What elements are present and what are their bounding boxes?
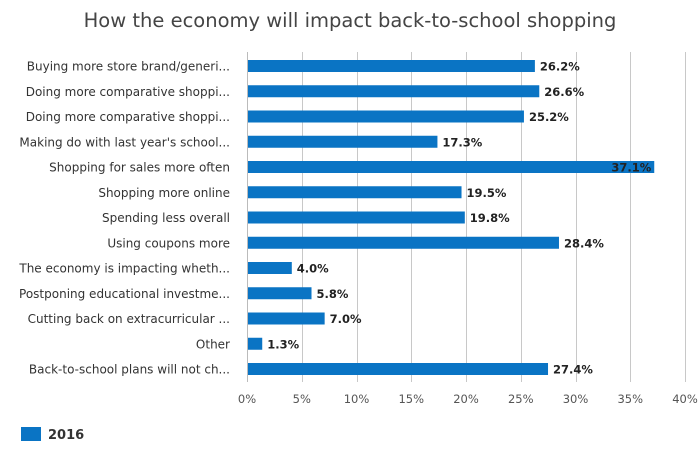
category-label: Doing more comparative shoppi... bbox=[26, 85, 230, 99]
category-label: Making do with last year's school... bbox=[19, 135, 230, 149]
x-tick-label: 20% bbox=[453, 392, 479, 406]
legend-label-2016[interactable]: 2016 bbox=[48, 428, 84, 443]
bar[interactable] bbox=[248, 211, 465, 224]
bar[interactable] bbox=[248, 85, 540, 98]
bar[interactable] bbox=[248, 312, 325, 325]
data-label: 17.3% bbox=[442, 135, 482, 149]
category-label: Postponing educational investme... bbox=[19, 287, 230, 301]
bar[interactable] bbox=[248, 161, 655, 173]
bar[interactable] bbox=[248, 262, 292, 274]
x-tick-label: 15% bbox=[398, 392, 424, 406]
bar[interactable] bbox=[248, 337, 263, 350]
x-tick-label: 10% bbox=[344, 392, 370, 406]
bar[interactable] bbox=[248, 363, 549, 375]
x-axis-tick-labels: 0% 5% 10% 15% 20% 25% 30% 35% 40% bbox=[238, 392, 698, 406]
data-label: 27.4% bbox=[553, 363, 593, 377]
category-label: The economy is impacting wheth... bbox=[18, 262, 230, 276]
category-label: Using coupons more bbox=[107, 236, 230, 250]
chart-title: How the economy will impact back-to-scho… bbox=[84, 9, 617, 32]
data-label: 4.0% bbox=[297, 262, 329, 276]
x-tick-label: 25% bbox=[508, 392, 534, 406]
x-tick-label: 0% bbox=[238, 392, 256, 406]
data-label: 19.8% bbox=[470, 211, 510, 225]
category-label: Doing more comparative shoppi... bbox=[26, 110, 230, 124]
category-label: Back-to-school plans will not ch... bbox=[29, 363, 230, 377]
data-label: 19.5% bbox=[467, 186, 507, 200]
bar[interactable] bbox=[248, 236, 559, 249]
bar[interactable] bbox=[248, 287, 312, 300]
category-label: Other bbox=[196, 337, 230, 351]
data-label: 5.8% bbox=[317, 287, 349, 301]
data-label: 28.4% bbox=[564, 236, 604, 250]
x-tick-label: 30% bbox=[563, 392, 589, 406]
category-labels: Buying more store brand/generi... Doing m… bbox=[18, 60, 230, 377]
value-labels: 26.2% 26.6% 25.2% 17.3% 37.1% 19.5% 19.8% 28.4%… bbox=[267, 60, 651, 377]
legend-swatch-2016[interactable] bbox=[21, 427, 41, 441]
category-label: Buying more store brand/generi... bbox=[27, 60, 230, 74]
category-label: Cutting back on extracurricular ... bbox=[28, 312, 230, 326]
bar[interactable] bbox=[248, 110, 524, 123]
data-label: 25.2% bbox=[529, 110, 569, 124]
bar[interactable] bbox=[248, 135, 438, 148]
x-tick-label: 35% bbox=[617, 392, 643, 406]
data-label: 26.2% bbox=[540, 60, 580, 74]
data-label: 7.0% bbox=[330, 312, 362, 326]
data-label: 37.1% bbox=[611, 161, 651, 175]
data-label: 26.6% bbox=[544, 85, 584, 99]
bar[interactable] bbox=[248, 186, 462, 199]
category-label: Shopping for sales more often bbox=[49, 161, 230, 175]
x-tick-label: 40% bbox=[672, 392, 698, 406]
data-label: 1.3% bbox=[267, 337, 299, 351]
bars bbox=[248, 60, 655, 375]
x-tick-label: 5% bbox=[293, 392, 311, 406]
legend[interactable]: 2016 bbox=[21, 427, 84, 443]
bar[interactable] bbox=[248, 60, 535, 72]
category-label: Shopping more online bbox=[98, 186, 230, 200]
category-label: Spending less overall bbox=[102, 211, 230, 225]
gridlines bbox=[247, 52, 686, 382]
